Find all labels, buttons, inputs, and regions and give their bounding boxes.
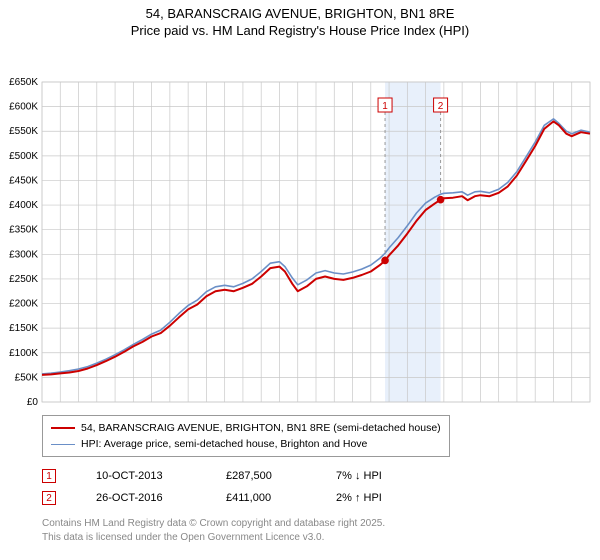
svg-text:£50K: £50K [15,372,39,383]
svg-text:£650K: £650K [9,77,38,88]
svg-text:£150K: £150K [9,323,38,334]
sales-row-1: 1 10-OCT-2013 £287,500 7% ↓ HPI [42,465,600,487]
legend-swatch-2 [51,444,75,445]
legend-label-1: 54, BARANSCRAIG AVENUE, BRIGHTON, BN1 8R… [81,422,441,434]
marker-badge-2: 2 [42,491,56,505]
legend-label-2: HPI: Average price, semi-detached house,… [81,438,367,450]
footer-line2: This data is licensed under the Open Gov… [42,531,600,545]
svg-text:£400K: £400K [9,200,38,211]
title-line2: Price paid vs. HM Land Registry's House … [0,23,600,38]
svg-text:£250K: £250K [9,274,38,285]
svg-text:£600K: £600K [9,102,38,113]
svg-text:£100K: £100K [9,348,38,359]
legend: 54, BARANSCRAIG AVENUE, BRIGHTON, BN1 8R… [42,415,450,457]
svg-text:£0: £0 [27,397,39,406]
sale-delta-1: 7% ↓ HPI [336,470,382,482]
price-chart: £0 £50K £100K £150K £200K £250K £300K £350K £400… [0,38,600,406]
svg-text:2: 2 [438,101,444,112]
sale-date-1: 10-OCT-2013 [96,470,186,482]
legend-row-1: 54, BARANSCRAIG AVENUE, BRIGHTON, BN1 8R… [51,420,441,436]
svg-text:£350K: £350K [9,225,38,236]
sale-delta-2: 2% ↑ HPI [336,492,382,504]
footer-line1: Contains HM Land Registry data © Crown c… [42,517,600,531]
sale-price-1: £287,500 [226,470,296,482]
svg-text:£300K: £300K [9,249,38,260]
marker-badge-1: 1 [42,469,56,483]
sale-price-2: £411,000 [226,492,296,504]
sales-table: 1 10-OCT-2013 £287,500 7% ↓ HPI 2 26-OCT… [42,465,600,509]
svg-text:£450K: £450K [9,175,38,186]
footer: Contains HM Land Registry data © Crown c… [42,517,600,544]
svg-text:£500K: £500K [9,151,38,162]
svg-text:£550K: £550K [9,126,38,137]
svg-text:£200K: £200K [9,299,38,310]
title-line1: 54, BARANSCRAIG AVENUE, BRIGHTON, BN1 8R… [0,6,600,21]
sale-date-2: 26-OCT-2016 [96,492,186,504]
sales-row-2: 2 26-OCT-2016 £411,000 2% ↑ HPI [42,487,600,509]
legend-swatch-1 [51,427,75,429]
legend-row-2: HPI: Average price, semi-detached house,… [51,436,441,452]
svg-text:1: 1 [382,101,388,112]
